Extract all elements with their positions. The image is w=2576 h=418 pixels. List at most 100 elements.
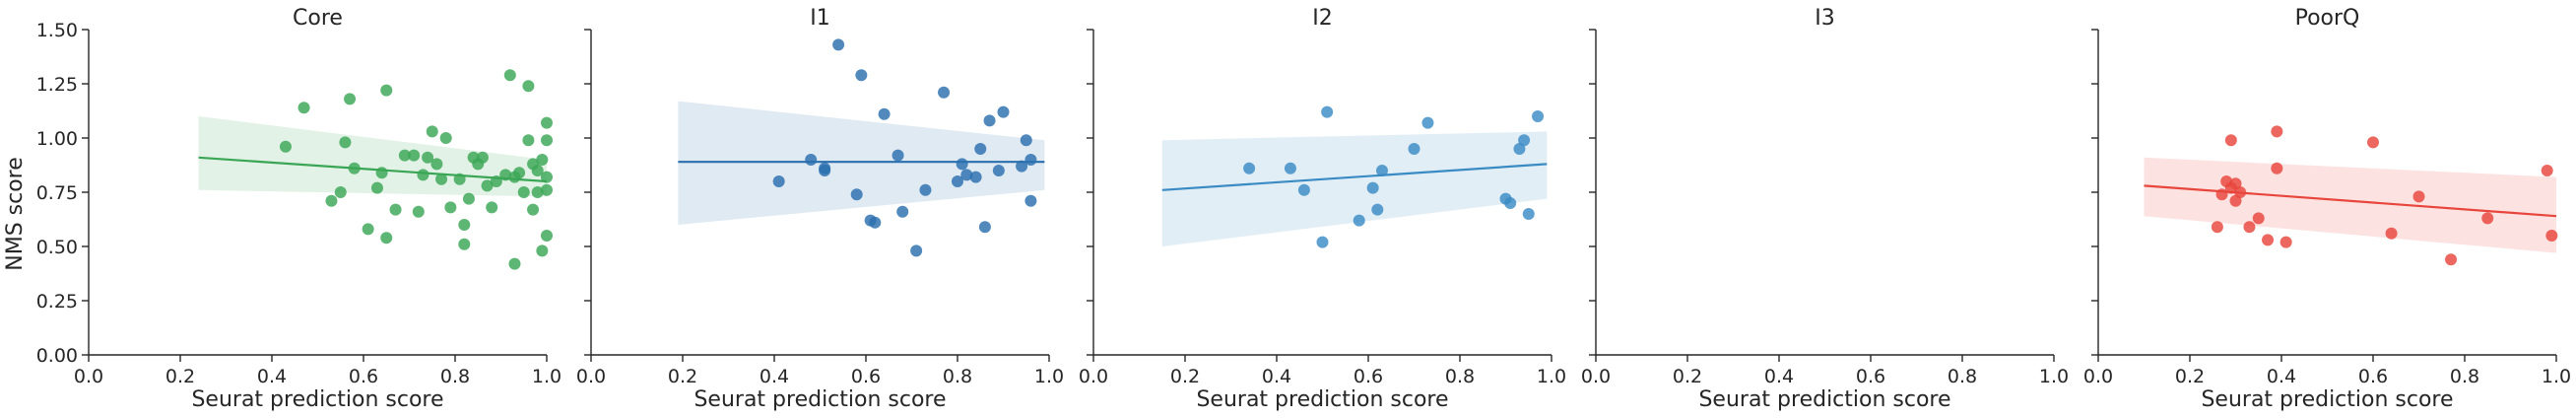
data-point xyxy=(444,201,457,214)
data-point xyxy=(2262,234,2275,246)
data-point xyxy=(490,175,502,187)
data-point xyxy=(362,223,374,236)
x-axis-label: Seurat prediction score xyxy=(1698,387,1950,412)
y-axis-label: NMS score xyxy=(3,157,28,271)
data-point xyxy=(527,203,540,216)
data-point xyxy=(541,116,553,129)
x-tick-label: 0.4 xyxy=(760,366,789,387)
panels: 0.00 0.25 0.50 0.75 1.00 1.25 1.50 0.0 0.2 0.4 0.6… xyxy=(36,6,2571,412)
panel-i1: 0.0 0.2 0.4 0.6 0.8 1.0 I1 Seurat prediction sc… xyxy=(576,6,1064,412)
panel-title: PoorQ xyxy=(2295,6,2360,31)
data-point xyxy=(855,69,868,82)
x-tick-label: 0.0 xyxy=(1581,366,1611,387)
x-tick-label: 0.4 xyxy=(2267,366,2296,387)
x-tick-label: 0.4 xyxy=(257,366,287,387)
data-point xyxy=(819,165,831,176)
x-tick-label: 1.0 xyxy=(532,366,561,387)
data-point xyxy=(1353,214,1365,227)
y-tick-label: 1.25 xyxy=(36,74,78,96)
regression-line xyxy=(198,156,548,183)
data-point xyxy=(435,173,448,185)
data-point xyxy=(1297,183,1310,196)
data-point xyxy=(938,86,951,99)
data-point xyxy=(2445,253,2458,266)
panel-title: Core xyxy=(293,6,343,31)
x-axis-label: Seurat prediction score xyxy=(2201,387,2453,412)
data-point xyxy=(531,186,544,198)
x-tick-label: 1.0 xyxy=(2039,366,2069,387)
y-tick-label: 0.00 xyxy=(36,345,78,367)
data-point xyxy=(1243,162,1256,174)
x-tick-label: 0.2 xyxy=(1673,366,1702,387)
data-point xyxy=(869,216,882,229)
data-point xyxy=(536,244,549,257)
data-point xyxy=(334,186,347,198)
data-point xyxy=(522,134,535,147)
x-tick-label: 0.8 xyxy=(943,366,972,387)
data-point xyxy=(2243,221,2256,234)
x-tick-label: 0.2 xyxy=(1170,366,1200,387)
data-point xyxy=(522,80,535,93)
data-point xyxy=(2234,186,2247,198)
data-point xyxy=(1316,236,1329,248)
panel-title: I3 xyxy=(1815,6,1835,31)
data-point xyxy=(508,257,521,270)
x-tick-label: 0.4 xyxy=(1764,366,1794,387)
data-point xyxy=(426,125,438,138)
data-point xyxy=(2541,165,2553,176)
data-point xyxy=(439,132,452,144)
data-point xyxy=(1024,194,1037,207)
data-point xyxy=(417,169,429,181)
data-point xyxy=(1321,105,1334,118)
data-point xyxy=(325,194,338,207)
data-point xyxy=(398,149,411,162)
data-point xyxy=(910,244,923,257)
data-point xyxy=(462,192,475,205)
regression-line xyxy=(2144,184,2557,218)
data-point xyxy=(1421,116,1434,129)
data-point xyxy=(541,134,553,147)
data-point xyxy=(412,205,425,218)
data-point xyxy=(960,169,973,181)
data-point xyxy=(978,221,991,234)
data-point xyxy=(1375,165,1388,176)
data-point xyxy=(380,84,393,97)
data-point xyxy=(1016,160,1028,173)
data-point xyxy=(1024,154,1037,166)
data-point xyxy=(997,105,1010,118)
data-point xyxy=(486,201,498,214)
data-point xyxy=(422,151,434,164)
x-tick-label: 0.2 xyxy=(668,366,697,387)
x-tick-label: 0.8 xyxy=(1948,366,1977,387)
panel-poorq: 0.0 0.2 0.4 0.6 0.8 1.0 PoorQ Seurat prediction… xyxy=(2083,6,2571,412)
data-point xyxy=(2215,188,2228,201)
data-point xyxy=(832,38,845,51)
data-point xyxy=(983,114,996,127)
data-point xyxy=(1366,181,1379,194)
data-point xyxy=(517,186,530,198)
y-tick-label: 0.75 xyxy=(36,182,78,204)
data-point xyxy=(531,165,544,176)
data-point xyxy=(408,149,421,162)
x-tick-label: 0.0 xyxy=(2083,366,2113,387)
data-point xyxy=(2211,221,2223,234)
data-point xyxy=(805,154,818,166)
data-point xyxy=(2412,190,2425,203)
x-tick-label: 0.6 xyxy=(1354,366,1383,387)
data-point xyxy=(892,149,904,162)
panel-core: 0.00 0.25 0.50 0.75 1.00 1.25 1.50 0.0 0.2 0.4 0.6… xyxy=(36,6,561,412)
data-point xyxy=(992,165,1005,176)
data-point xyxy=(2545,230,2558,242)
data-point xyxy=(476,151,489,164)
x-tick-label: 0.6 xyxy=(2358,366,2388,387)
x-tick-label: 0.0 xyxy=(1079,366,1108,387)
data-point xyxy=(541,230,553,242)
confidence-band xyxy=(1161,131,1548,246)
x-tick-label: 0.6 xyxy=(851,366,881,387)
data-point xyxy=(380,232,393,244)
data-point xyxy=(1522,208,1535,220)
x-tick-label: 0.6 xyxy=(349,366,378,387)
data-point xyxy=(499,169,512,181)
data-point xyxy=(2271,125,2283,138)
x-tick-label: 0.0 xyxy=(576,366,606,387)
